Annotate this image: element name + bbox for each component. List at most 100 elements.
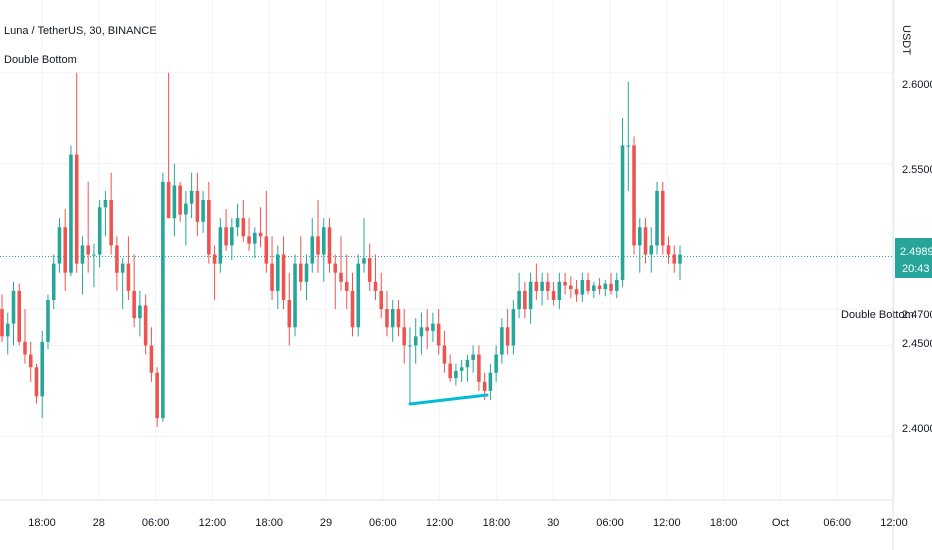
candle: [666, 236, 671, 264]
candle: [172, 163, 177, 237]
candle: [563, 272, 567, 295]
candle-body: [241, 218, 246, 237]
candle: [511, 300, 516, 355]
candle-body: [551, 290, 556, 300]
candle: [465, 354, 470, 382]
candle-body: [488, 372, 493, 391]
candle: [471, 345, 475, 373]
candle-body: [528, 281, 533, 310]
candle-body: [660, 190, 665, 246]
candle: [609, 272, 613, 295]
candle: [310, 218, 315, 273]
candle-body: [224, 227, 228, 246]
time-tick-label: 06:00: [142, 517, 170, 529]
candle: [402, 309, 406, 364]
candle-body: [149, 345, 154, 373]
candle: [362, 218, 366, 273]
double-bottom-line[interactable]: [408, 393, 489, 406]
candle-body: [459, 367, 464, 371]
time-axis: 18:00 28 06:00 12:00 18:00 29 06:00 12:00 18:00 3…: [28, 517, 908, 529]
indicator-label[interactable]: Double Bottom: [4, 54, 77, 66]
candle: [586, 272, 590, 295]
candle-body: [161, 181, 165, 419]
candle-body: [379, 290, 384, 310]
candle-body: [184, 203, 188, 215]
time-tick-label: 18:00: [28, 517, 56, 529]
candle-body: [597, 285, 602, 290]
candle: [287, 272, 292, 346]
symbol-title[interactable]: Luna / TetherUS, 30, BINANCE: [4, 25, 157, 37]
candle-body: [615, 280, 619, 291]
time-tick-label: 12:00: [880, 517, 908, 529]
candle-body: [235, 218, 240, 228]
candle-body: [166, 181, 171, 219]
candle: [678, 245, 682, 280]
candle-body: [86, 245, 90, 255]
candle-body: [109, 200, 113, 246]
time-tick-label: 12:00: [653, 517, 681, 529]
candle: [603, 280, 608, 297]
candle: [390, 300, 395, 342]
candle-body: [103, 200, 108, 208]
candle: [569, 276, 573, 299]
candle-body: [540, 281, 544, 291]
candle-body: [373, 281, 378, 291]
candle: [80, 236, 85, 295]
candle: [63, 209, 67, 291]
candle: [258, 207, 263, 248]
candle: [143, 294, 148, 355]
candle: [419, 312, 424, 355]
candle-body: [649, 245, 654, 255]
current-price-value: 2.4989: [900, 246, 932, 258]
candle: [161, 172, 165, 422]
candle: [126, 236, 131, 300]
current-price-badge: [895, 238, 932, 278]
candle-body: [505, 327, 510, 346]
time-tick-label: 18:00: [255, 517, 283, 529]
candle: [459, 360, 464, 382]
candle: [57, 218, 62, 273]
candle-body: [69, 154, 73, 273]
candle-body: [385, 309, 389, 328]
candle: [109, 172, 113, 255]
candle: [0, 294, 4, 342]
candle: [293, 254, 297, 337]
candle-body: [316, 236, 320, 255]
candle-body: [362, 258, 366, 264]
candle: [17, 283, 22, 346]
time-tick-label: 30: [547, 517, 559, 529]
candle-body: [258, 232, 263, 237]
price-tick-label: 2.4500: [902, 338, 932, 350]
candle-body: [494, 354, 498, 373]
candle-body: [511, 309, 516, 346]
candle-body: [580, 280, 585, 295]
price-tick-label: 2.5500: [902, 164, 932, 176]
candle-body: [436, 323, 441, 346]
candle: [551, 281, 556, 306]
candle-body: [477, 354, 481, 382]
candle: [672, 245, 677, 273]
candle: [655, 181, 659, 255]
candle: [92, 243, 96, 288]
candle-body: [419, 327, 424, 337]
candle: [615, 272, 619, 299]
candle-body: [592, 285, 596, 291]
candle: [413, 318, 418, 364]
candle: [86, 181, 90, 273]
candle-body: [310, 236, 315, 264]
candle: [477, 345, 481, 391]
candle: [189, 172, 194, 219]
candle: [97, 200, 102, 268]
candle: [367, 243, 372, 291]
candle-body: [534, 281, 539, 291]
candle-body: [546, 281, 550, 291]
time-tick-label: 28: [93, 517, 105, 529]
candle-body: [465, 360, 470, 368]
candle-body: [34, 367, 39, 397]
candle-body: [413, 336, 418, 346]
candle: [115, 236, 119, 291]
candle: [132, 254, 136, 328]
time-tick-label: 06:00: [596, 517, 624, 529]
candle-body: [247, 236, 251, 244]
